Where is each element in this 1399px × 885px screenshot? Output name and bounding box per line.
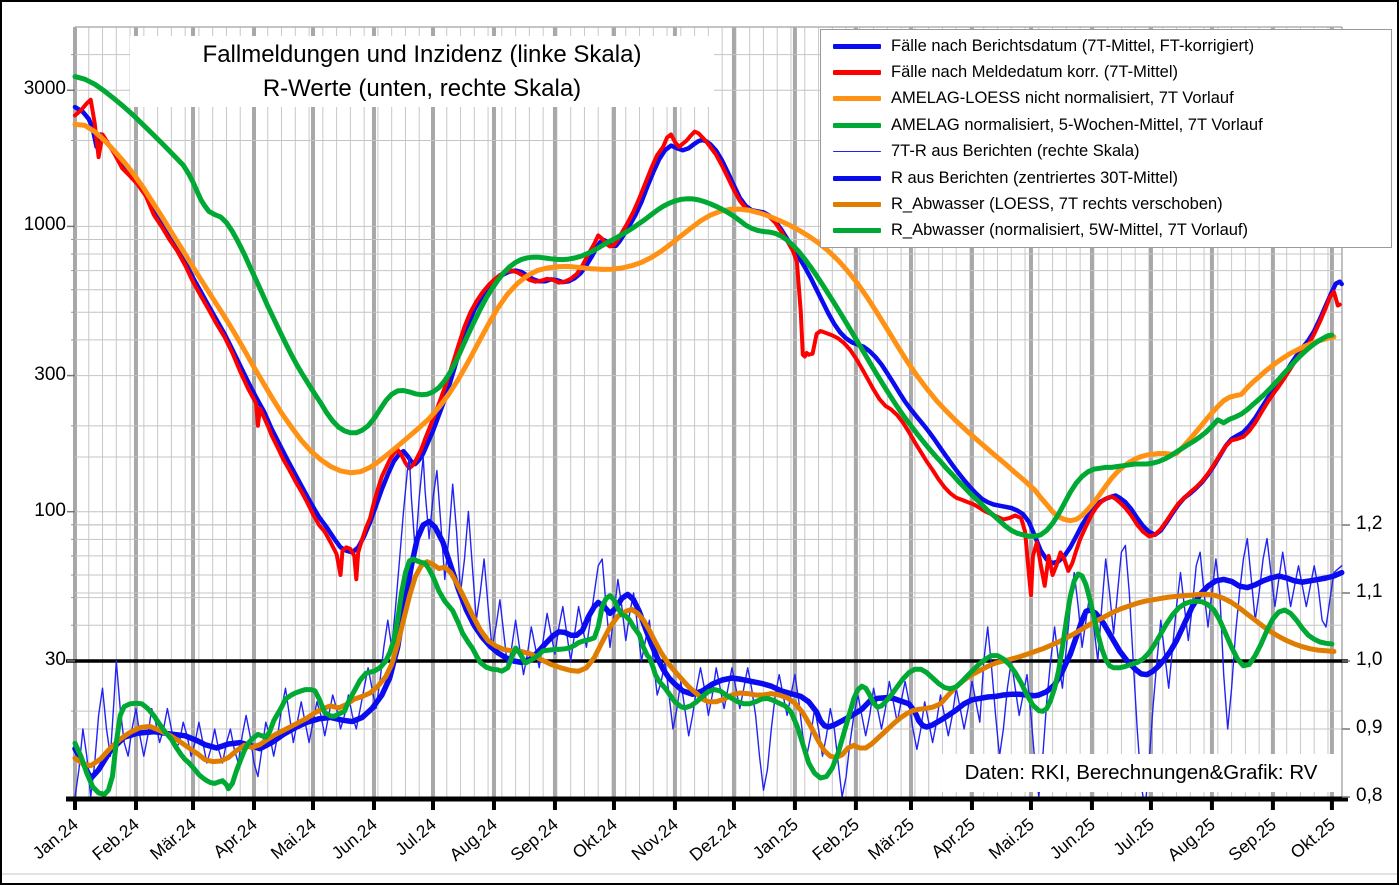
- chart-title: Fallmeldungen und Inzidenz (linke Skala)…: [130, 36, 714, 108]
- legend-line-sample: [833, 122, 881, 128]
- y-right-label: 1,2: [1356, 513, 1383, 534]
- legend-item-label: R aus Berichten (zentriertes 30T-Mittel): [891, 168, 1179, 187]
- legend-item: R_Abwasser (LOESS, 7T rechts verschoben): [833, 195, 1391, 214]
- y-left-label: 1000: [23, 214, 66, 236]
- legend-line-sample: [833, 175, 881, 181]
- y-right-label: 0,9: [1356, 717, 1383, 738]
- source-note: Daten: RKI, Berechnungen&Grafik: RV: [942, 754, 1340, 792]
- legend-item-label: R_Abwasser (normalisiert, 5W-Mittel, 7T …: [891, 221, 1248, 240]
- y-right-label: 0,8: [1356, 785, 1383, 806]
- series-r_berichte: [72, 518, 1345, 782]
- legend-item-label: 7T-R aus Berichten (rechte Skala): [891, 142, 1140, 161]
- y-right-label: 1,1: [1356, 581, 1383, 602]
- chart-title-line2: R-Werte (unten, rechte Skala): [262, 74, 582, 102]
- legend-item-label: Fälle nach Meldedatum korr. (7T-Mittel): [891, 63, 1179, 82]
- legend-line-sample: [833, 70, 881, 76]
- legend-line-sample: [833, 150, 881, 153]
- legend-item: Fälle nach Berichtsdatum (7T-Mittel, FT-…: [833, 37, 1391, 56]
- y-left-label: 3000: [23, 78, 66, 100]
- legend-item: R_Abwasser (normalisiert, 5W-Mittel, 7T …: [833, 221, 1391, 240]
- series-r_abwasser_loess: [72, 559, 1337, 769]
- y-left-label: 100: [34, 499, 66, 521]
- legend: Fälle nach Berichtsdatum (7T-Mittel, FT-…: [820, 29, 1392, 248]
- legend-item-label: R_Abwasser (LOESS, 7T rechts verschoben): [891, 194, 1223, 213]
- y-right-label: 1,0: [1356, 649, 1383, 670]
- series-r_abwasser_norm: [72, 556, 1335, 797]
- y-left-label: 30: [44, 648, 66, 670]
- legend-line-sample: [833, 201, 881, 207]
- legend-line-sample: [833, 228, 881, 234]
- chart-title-line1: Fallmeldungen und Inzidenz (linke Skala): [202, 41, 642, 68]
- legend-item-label: AMELAG normalisiert, 5-Wochen-Mittel, 7T…: [891, 115, 1263, 134]
- legend-item: Fälle nach Meldedatum korr. (7T-Mittel): [833, 63, 1391, 82]
- legend-item-label: Fälle nach Berichtsdatum (7T-Mittel, FT-…: [891, 36, 1255, 55]
- legend-item: R aus Berichten (zentriertes 30T-Mittel): [833, 169, 1391, 188]
- legend-item: AMELAG normalisiert, 5-Wochen-Mittel, 7T…: [833, 116, 1391, 135]
- legend-item-label: AMELAG-LOESS nicht normalisiert, 7T Vorl…: [891, 89, 1234, 108]
- y-left-label: 300: [34, 363, 66, 385]
- legend-line-sample: [833, 43, 881, 49]
- legend-item: 7T-R aus Berichten (rechte Skala): [833, 142, 1391, 161]
- series-faelle_berichtsdatum: [72, 104, 1344, 566]
- series-amelag_norm: [72, 74, 1335, 539]
- series-faelle_meldedatum: [73, 97, 1342, 598]
- series-amelag_loess: [72, 121, 1337, 524]
- legend-item: AMELAG-LOESS nicht normalisiert, 7T Vorl…: [833, 89, 1391, 108]
- series-group: [72, 74, 1345, 797]
- legend-line-sample: [833, 96, 881, 102]
